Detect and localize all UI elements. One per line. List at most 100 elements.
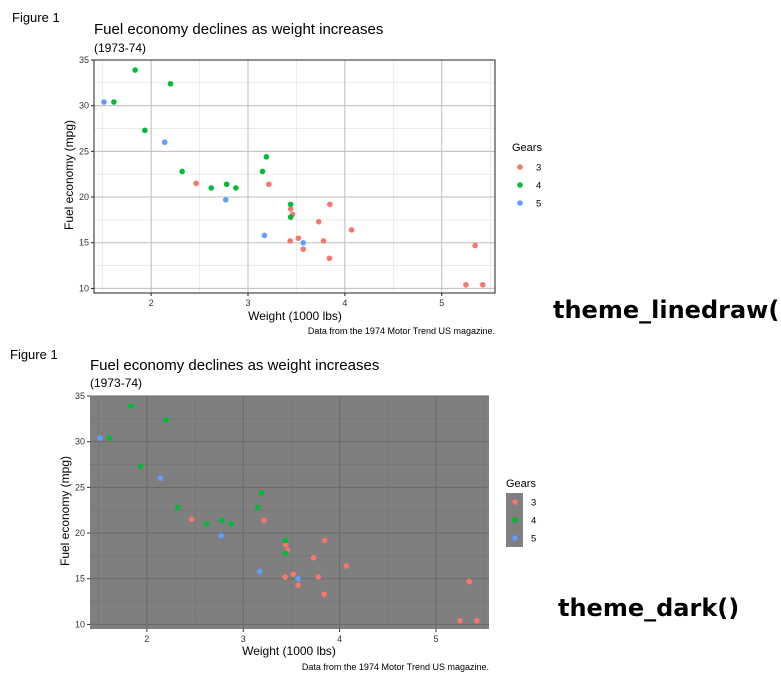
- data-point: [282, 537, 289, 544]
- data-point: [208, 185, 215, 191]
- data-point: [295, 235, 302, 241]
- y-tick-label: 15: [79, 238, 89, 248]
- data-point: [479, 281, 486, 288]
- data-point: [457, 617, 463, 624]
- data-point: [188, 516, 195, 523]
- legend-label: 4: [531, 516, 536, 527]
- data-point: [174, 504, 181, 511]
- data-point: [463, 281, 469, 288]
- data-point: [287, 201, 294, 208]
- data-point: [218, 533, 224, 539]
- legend-label: 4: [536, 181, 541, 192]
- data-point: [348, 227, 355, 233]
- grid-layer: [90, 395, 489, 629]
- y-axis-label: Fuel economy (mpg): [62, 120, 76, 230]
- y-tick-label: 20: [75, 528, 85, 538]
- data-point: [259, 168, 266, 175]
- legend-key: [512, 517, 518, 523]
- panel-border: [93, 59, 496, 294]
- x-tick-label: 2: [149, 298, 154, 308]
- y-tick-label: 30: [79, 101, 89, 111]
- data-point: [142, 127, 148, 134]
- tick-layer: 2 3 4 5 10 15 20 25 30 35: [79, 55, 444, 308]
- plot-panel: [90, 396, 489, 629]
- x-tick-label: 5: [433, 634, 438, 644]
- data-point: [111, 99, 117, 105]
- chart-caption: Data from the 1974 Motor Trend US magazi…: [302, 662, 489, 672]
- linedraw-chart-svg: Fuel economy declines as weight increase…: [62, 21, 542, 336]
- data-point: [326, 255, 333, 262]
- data-point: [258, 490, 265, 496]
- data-point: [228, 521, 234, 527]
- y-tick-label: 25: [79, 146, 89, 156]
- data-point: [223, 181, 230, 188]
- chart-subtitle: (1973-74): [90, 376, 142, 390]
- data-point: [300, 239, 307, 246]
- x-axis-label: Weight (1000 lbs): [248, 309, 342, 323]
- legend-key: [512, 499, 518, 505]
- legend-title: Gears: [506, 478, 536, 490]
- data-point: [287, 206, 294, 212]
- chart-subtitle: (1973-74): [94, 41, 146, 55]
- x-tick-label: 2: [144, 634, 149, 644]
- legend-title: Gears: [512, 142, 542, 154]
- data-point: [179, 168, 185, 175]
- data-point: [263, 154, 270, 160]
- data-point: [193, 180, 199, 187]
- data-point: [290, 571, 297, 577]
- legend-key: [517, 200, 523, 206]
- y-tick-label: 20: [79, 192, 89, 202]
- data-point: [327, 201, 333, 208]
- point-layer: [101, 67, 486, 288]
- data-point: [282, 550, 289, 556]
- data-point: [343, 563, 350, 569]
- legend-label: 3: [536, 163, 541, 174]
- y-tick-label: 25: [75, 482, 85, 492]
- data-point: [161, 139, 168, 146]
- data-point: [222, 197, 229, 203]
- legend-key: [517, 182, 523, 188]
- legend: Gears 3 4 5: [506, 478, 536, 547]
- y-tick-label: 10: [79, 283, 89, 293]
- figure-label: Figure 1: [12, 10, 60, 25]
- data-point: [261, 517, 267, 524]
- legend-label: 3: [531, 498, 536, 509]
- chart-title: Fuel economy declines as weight increase…: [94, 21, 383, 38]
- figure-linedraw: Figure 1 Fuel economy declines as weight…: [12, 10, 781, 336]
- data-point: [295, 575, 301, 582]
- data-point: [287, 238, 293, 244]
- y-axis-label: Fuel economy (mpg): [58, 456, 72, 566]
- data-point: [472, 242, 478, 249]
- data-point: [261, 232, 268, 239]
- legend-key: [512, 535, 518, 541]
- grid-layer: [93, 59, 496, 294]
- point-layer: [97, 403, 480, 624]
- x-tick-label: 5: [439, 298, 444, 308]
- data-point: [266, 181, 272, 188]
- data-point: [315, 218, 322, 225]
- chart-title: Fuel economy declines as weight increase…: [90, 357, 379, 374]
- data-point: [163, 416, 169, 423]
- theme-label: theme_dark(): [558, 594, 740, 622]
- legend-key: [517, 164, 523, 170]
- data-point: [106, 435, 113, 441]
- y-tick-label: 10: [75, 619, 85, 629]
- data-point: [254, 504, 261, 511]
- data-point: [137, 463, 144, 470]
- data-point: [287, 214, 294, 220]
- data-point: [295, 582, 301, 588]
- data-point: [315, 574, 322, 580]
- tick-layer: 2 3 4 5 10 15 20 25 30 35: [75, 391, 439, 644]
- data-point: [97, 435, 103, 441]
- data-point: [282, 574, 288, 580]
- data-point: [256, 568, 263, 575]
- x-tick-label: 3: [245, 298, 250, 308]
- data-point: [132, 67, 138, 73]
- y-tick-label: 15: [75, 574, 85, 584]
- data-point: [474, 617, 480, 624]
- legend-label: 5: [536, 199, 541, 210]
- data-point: [157, 475, 164, 482]
- data-point: [101, 99, 107, 105]
- data-point: [233, 185, 239, 191]
- y-tick-label: 30: [75, 437, 85, 447]
